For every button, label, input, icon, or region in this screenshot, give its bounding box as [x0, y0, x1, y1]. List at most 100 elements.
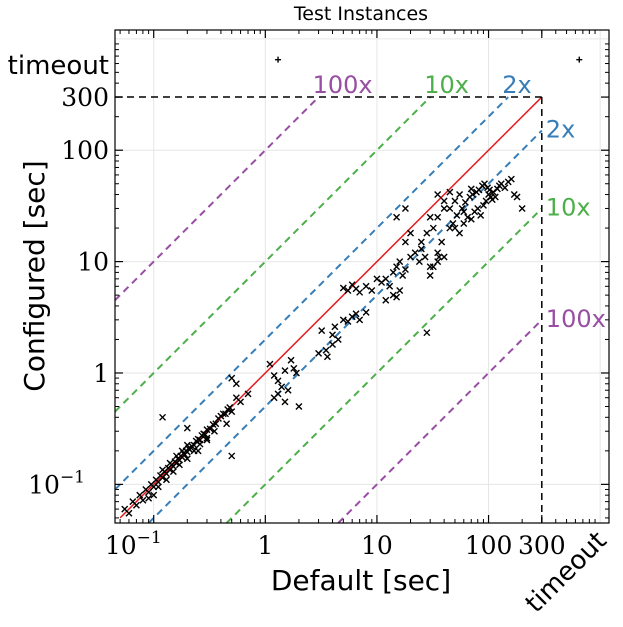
data-point — [396, 287, 404, 295]
data-point — [429, 263, 437, 271]
timeout-data-point — [275, 56, 282, 63]
data-point — [139, 496, 147, 504]
data-point — [169, 468, 177, 476]
data-point — [183, 441, 191, 449]
data-point — [393, 293, 401, 301]
data-point — [228, 452, 236, 460]
data-point — [172, 452, 180, 460]
data-point — [426, 213, 434, 221]
data-point — [356, 316, 364, 324]
data-point — [222, 410, 230, 418]
data-point — [331, 323, 339, 331]
data-point — [274, 377, 282, 385]
data-point — [329, 331, 337, 339]
grid — [115, 30, 609, 523]
data-point — [401, 265, 409, 273]
data-point — [228, 408, 236, 416]
data-point — [278, 383, 286, 391]
data-point — [145, 488, 153, 496]
data-point — [318, 327, 326, 335]
data-point — [212, 420, 220, 428]
data-points — [121, 56, 583, 517]
data-point — [453, 211, 461, 219]
data-point — [446, 224, 454, 232]
data-point — [323, 353, 331, 361]
x-axis-label: Default [sec] — [271, 564, 451, 597]
data-point — [401, 204, 409, 212]
data-point — [477, 211, 485, 219]
x-tick-label: 10 — [361, 531, 393, 560]
data-point — [426, 272, 434, 280]
data-point — [339, 284, 347, 292]
data-point — [421, 253, 429, 261]
timeout-y-label: timeout — [8, 51, 109, 81]
data-point — [339, 316, 347, 324]
data-point — [411, 249, 419, 257]
data-point — [266, 360, 274, 368]
data-point — [281, 398, 289, 406]
reference-line-lower — [147, 129, 543, 524]
data-point — [290, 364, 298, 372]
data-point — [382, 296, 390, 304]
data-point — [417, 245, 425, 253]
data-point — [145, 494, 153, 502]
data-point — [440, 204, 448, 212]
reference-line-upper — [114, 96, 431, 413]
reference-line-labels: 100x 100x 10x 10x 2x 2x — [313, 71, 606, 333]
data-point — [378, 278, 386, 286]
y-tick-label: 300 — [61, 83, 109, 112]
x-tick-exponent: −1 — [137, 528, 162, 548]
y-tick-exponent: −1 — [60, 467, 85, 487]
data-point — [159, 466, 167, 474]
data-point — [393, 213, 401, 221]
y-axis-label: Configured [sec] — [18, 160, 51, 391]
data-point — [440, 197, 448, 205]
data-point — [479, 201, 487, 209]
data-point — [513, 193, 521, 201]
data-point — [458, 204, 466, 212]
data-point — [203, 436, 211, 444]
x-tick-label: 1 — [257, 531, 273, 560]
data-point — [162, 476, 170, 484]
data-point — [344, 287, 352, 295]
data-point — [166, 459, 174, 467]
data-point — [136, 491, 144, 499]
data-point — [451, 197, 459, 205]
data-point — [493, 185, 501, 193]
data-point — [429, 224, 437, 232]
data-point — [435, 253, 443, 261]
reference-line-label-right: 100x — [546, 305, 606, 333]
data-point — [281, 367, 289, 375]
data-point — [434, 191, 442, 199]
reference-line-label-top: 2x — [502, 71, 531, 99]
data-point — [287, 356, 295, 364]
data-point — [464, 213, 472, 221]
data-point — [501, 184, 509, 192]
data-point — [407, 229, 415, 237]
data-point — [440, 253, 448, 261]
timeout-lines — [115, 96, 543, 523]
data-point — [183, 455, 191, 463]
data-point — [518, 204, 526, 212]
data-point — [203, 434, 211, 442]
data-point — [226, 403, 234, 411]
x-tick-label: 100 — [465, 531, 513, 560]
data-point — [270, 371, 278, 379]
data-point — [415, 258, 423, 266]
data-point — [474, 204, 482, 212]
data-point — [178, 447, 186, 455]
data-point — [190, 441, 198, 449]
data-point — [150, 491, 158, 499]
data-point — [401, 238, 409, 246]
reference-line-label-top: 100x — [313, 71, 373, 99]
data-point — [322, 346, 330, 354]
data-point — [467, 185, 475, 193]
reference-line-label-top: 10x — [424, 71, 469, 99]
data-point — [159, 413, 167, 421]
data-point — [446, 204, 454, 212]
reference-line-lower — [225, 207, 543, 524]
data-point — [362, 282, 370, 290]
data-point — [356, 288, 364, 296]
x-tick-label: 300 — [518, 531, 566, 560]
